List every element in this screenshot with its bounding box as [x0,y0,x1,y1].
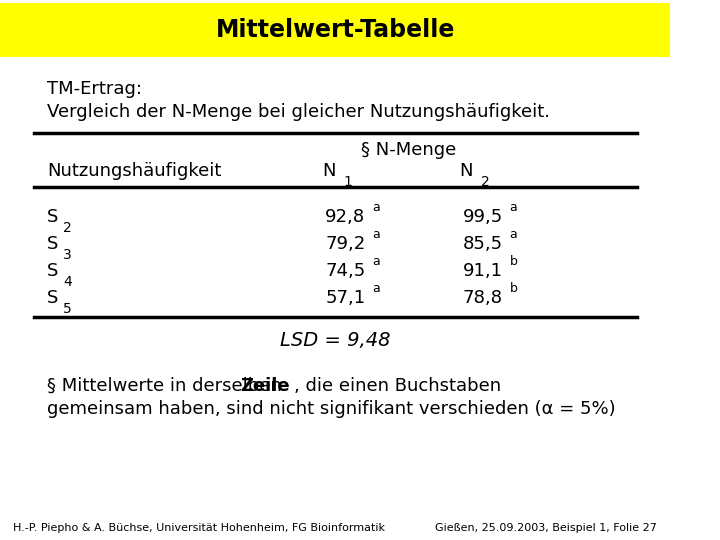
Text: 79,2: 79,2 [325,235,365,253]
Text: N: N [322,162,336,180]
Text: S: S [47,235,58,253]
Text: Gießen, 25.09.2003, Beispiel 1, Folie 27: Gießen, 25.09.2003, Beispiel 1, Folie 27 [435,523,657,533]
Text: 2: 2 [63,221,72,235]
Text: 78,8: 78,8 [462,289,503,307]
Text: N: N [459,162,472,180]
Text: Mittelwert-Tabelle: Mittelwert-Tabelle [215,18,455,42]
Text: LSD = 9,48: LSD = 9,48 [280,330,390,350]
Text: § Mittelwerte in derselben: § Mittelwerte in derselben [47,377,287,395]
Text: 99,5: 99,5 [462,208,503,226]
Text: a: a [372,282,379,295]
Text: 4: 4 [63,275,72,289]
Text: 74,5: 74,5 [325,262,365,280]
Text: 1: 1 [344,175,353,189]
Text: gemeinsam haben, sind nicht signifikant verschieden (α = 5%): gemeinsam haben, sind nicht signifikant … [47,400,616,418]
Text: a: a [510,201,517,214]
Text: Vergleich der N-Menge bei gleicher Nutzungshäufigkeit.: Vergleich der N-Menge bei gleicher Nutzu… [47,103,550,121]
Text: S: S [47,208,58,226]
Text: Zeile: Zeile [240,377,289,395]
Text: b: b [510,255,517,268]
Text: H.-P. Piepho & A. Büchse, Universität Hohenheim, FG Bioinformatik: H.-P. Piepho & A. Büchse, Universität Ho… [14,523,385,533]
Text: b: b [510,282,517,295]
Text: 5: 5 [63,302,72,316]
Text: TM-Ertrag:: TM-Ertrag: [47,80,142,98]
Text: S: S [47,289,58,307]
Text: Nutzungshäufigkeit: Nutzungshäufigkeit [47,162,221,180]
Text: 2: 2 [481,175,490,189]
Text: 3: 3 [63,248,72,262]
FancyBboxPatch shape [0,3,670,57]
Text: a: a [372,228,379,241]
Text: 57,1: 57,1 [325,289,365,307]
Text: 85,5: 85,5 [462,235,503,253]
Text: a: a [510,228,517,241]
Text: , die einen Buchstaben: , die einen Buchstaben [294,377,500,395]
Text: 91,1: 91,1 [462,262,503,280]
Text: 92,8: 92,8 [325,208,365,226]
Text: a: a [372,255,379,268]
Text: a: a [372,201,379,214]
Text: § N-Menge: § N-Menge [361,141,456,159]
Text: S: S [47,262,58,280]
